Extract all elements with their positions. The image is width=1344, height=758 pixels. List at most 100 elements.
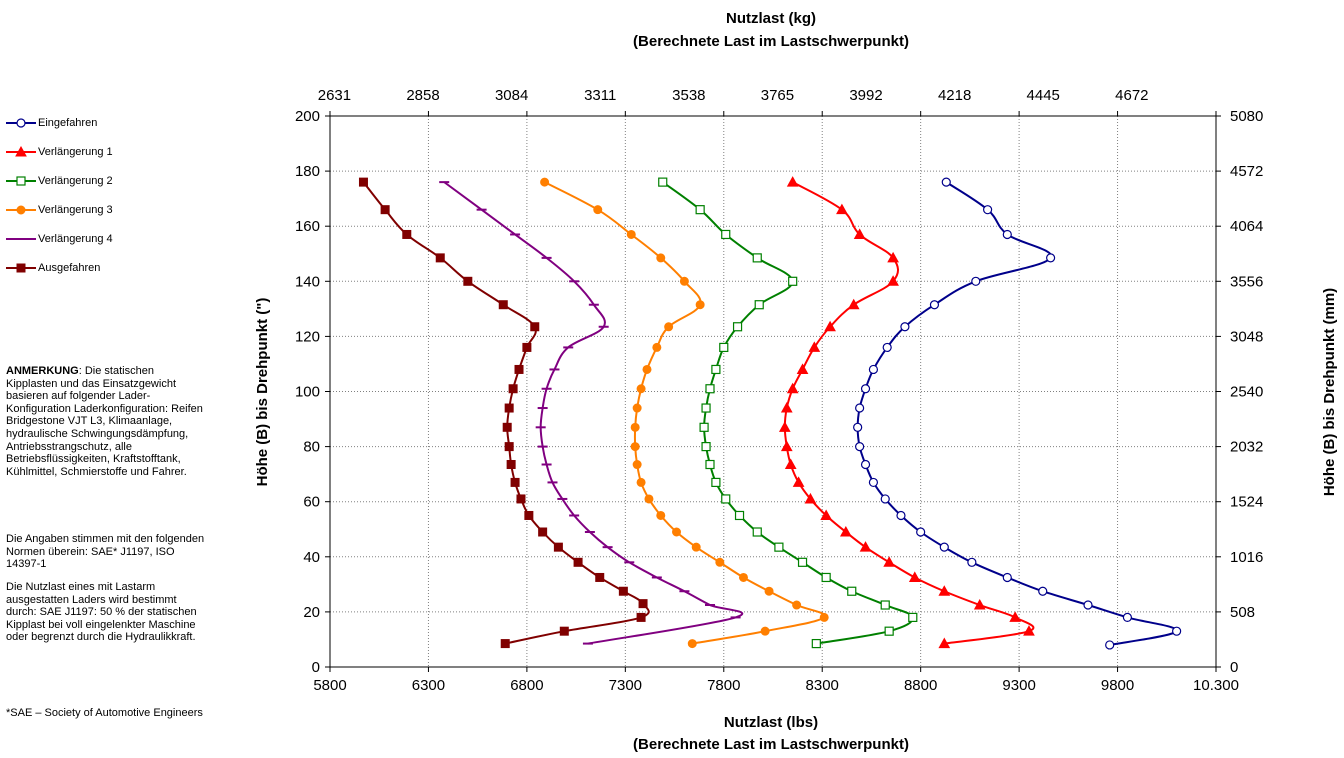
data-point-circle (16, 117, 26, 128)
note-anmerkung-text: : Die statischen Kipplasten und das Eins… (6, 365, 203, 478)
series-group (358, 176, 1182, 650)
legend-label: Ausgefahren (38, 261, 101, 274)
right-tick-label: 5080 (1230, 108, 1263, 125)
data-point-triangle (859, 541, 872, 552)
y-tick-label: 40 (303, 549, 320, 566)
note-normen: Die Angaben stimmen mit den folgenden No… (6, 533, 205, 571)
data-point-circle (1122, 612, 1133, 623)
right-tick-label: 2032 (1230, 439, 1263, 456)
data-point-triangle (15, 145, 27, 156)
data-point-square-open (705, 384, 715, 394)
x-tick-label: 10.300 (1193, 677, 1239, 694)
right-tick-label: 0 (1230, 659, 1238, 676)
data-point-square-open (701, 442, 711, 452)
series-eingefahren (853, 177, 1182, 650)
data-point-square (402, 229, 412, 239)
data-point-triangle (778, 421, 791, 432)
series-line (662, 181, 914, 645)
data-point-square (514, 364, 524, 374)
legend-label: Verlängerung 3 (38, 203, 113, 216)
data-point-square (524, 510, 534, 520)
data-point-square (16, 263, 26, 272)
series-ausgefahren (358, 177, 650, 649)
data-point-square (559, 626, 569, 636)
data-point-square-open (734, 510, 745, 521)
data-point-dot (679, 276, 689, 286)
right-tick-label: 3048 (1230, 328, 1263, 345)
x-tick-label: 7300 (609, 677, 642, 694)
data-point-square-open (754, 300, 764, 310)
x-tick-label: 9300 (1002, 677, 1035, 694)
data-point-square (530, 322, 540, 332)
x-axis-subtitle: (Berechnete Last im Lastschwerpunkt) (633, 736, 909, 753)
data-point-square (508, 384, 518, 394)
data-point-square-open (705, 459, 715, 470)
data-point-square (463, 276, 473, 286)
top-tick-label: 2631 (318, 87, 351, 104)
data-point-square-open (811, 638, 821, 649)
axes: 5800 6300 6800 7300 7800 8300 8800 9300 9800 10.3… (295, 87, 1263, 694)
legend-item-eingefahren: Eingefahren (6, 108, 206, 137)
data-point-dot (664, 322, 674, 332)
y-tick-label: 200 (295, 108, 320, 125)
legend-item-ausgefahren: Ausgefahren (6, 253, 206, 282)
data-point-circle (971, 276, 981, 286)
series-verl1 (778, 176, 1035, 649)
data-point-dot (695, 300, 705, 310)
data-point-square-open (884, 626, 894, 636)
series-line (443, 181, 744, 645)
top-tick-label: 2858 (406, 87, 439, 104)
x-axis-title: Nutzlast (lbs) (724, 714, 818, 731)
data-point-circle (855, 403, 865, 413)
data-point-circle (1083, 600, 1093, 610)
top-axis-title: Nutzlast (kg) (726, 10, 816, 27)
right-tick-label: 4064 (1230, 218, 1263, 235)
data-point-square-open (721, 494, 731, 504)
y-tick-label: 160 (295, 218, 320, 235)
data-point-triangle (1023, 625, 1035, 636)
right-tick-label: 508 (1230, 604, 1255, 621)
series-line (544, 181, 827, 645)
series-verl4 (439, 181, 744, 645)
data-point-circle (967, 557, 977, 567)
data-point-square (636, 612, 646, 622)
data-point-square (595, 572, 605, 582)
note-anmerkung-label: ANMERKUNG (6, 365, 79, 377)
legend-swatch (6, 205, 36, 214)
data-point-triangle (786, 382, 799, 394)
data-point-circle (1105, 640, 1115, 650)
data-point-circle (916, 527, 926, 537)
legend-label: Verlängerung 1 (38, 145, 113, 158)
data-point-dot (672, 527, 682, 537)
data-point-square-open (701, 403, 711, 413)
series-verl3 (540, 177, 829, 649)
note-nutzlast: Die Nutzlast eines mit Lastarm ausgestat… (6, 581, 197, 644)
data-point-triangle (908, 571, 921, 582)
legend-item-verl1: Verlängerung 1 (6, 137, 206, 166)
data-point-circle (1002, 229, 1012, 240)
data-point-square-open (711, 364, 721, 375)
data-point-triangle (780, 402, 793, 413)
legend: Eingefahren Verlängerung 1 Verlängerung 2 V… (6, 108, 206, 282)
data-point-dot (656, 253, 666, 263)
series-line (856, 181, 1178, 646)
y-tick-label: 180 (295, 163, 320, 180)
data-point-triangle (836, 203, 848, 215)
data-point-dot (630, 422, 640, 432)
legend-swatch (6, 145, 36, 156)
data-point-dot (540, 177, 550, 187)
data-point-triangle (786, 176, 799, 187)
data-point-triangle (883, 556, 896, 567)
legend-item-verl3: Verlängerung 3 (6, 195, 206, 224)
legend-swatch (6, 263, 36, 272)
data-point-square-open (752, 527, 762, 537)
legend-swatch (6, 237, 36, 240)
data-point-dot (764, 586, 774, 596)
data-point-triangle (847, 298, 860, 310)
data-point-dot (792, 600, 802, 610)
data-point-square (522, 342, 532, 352)
x-tick-label: 7800 (707, 677, 740, 694)
legend-label: Verlängerung 2 (38, 174, 113, 187)
data-point-triangle (780, 440, 793, 452)
